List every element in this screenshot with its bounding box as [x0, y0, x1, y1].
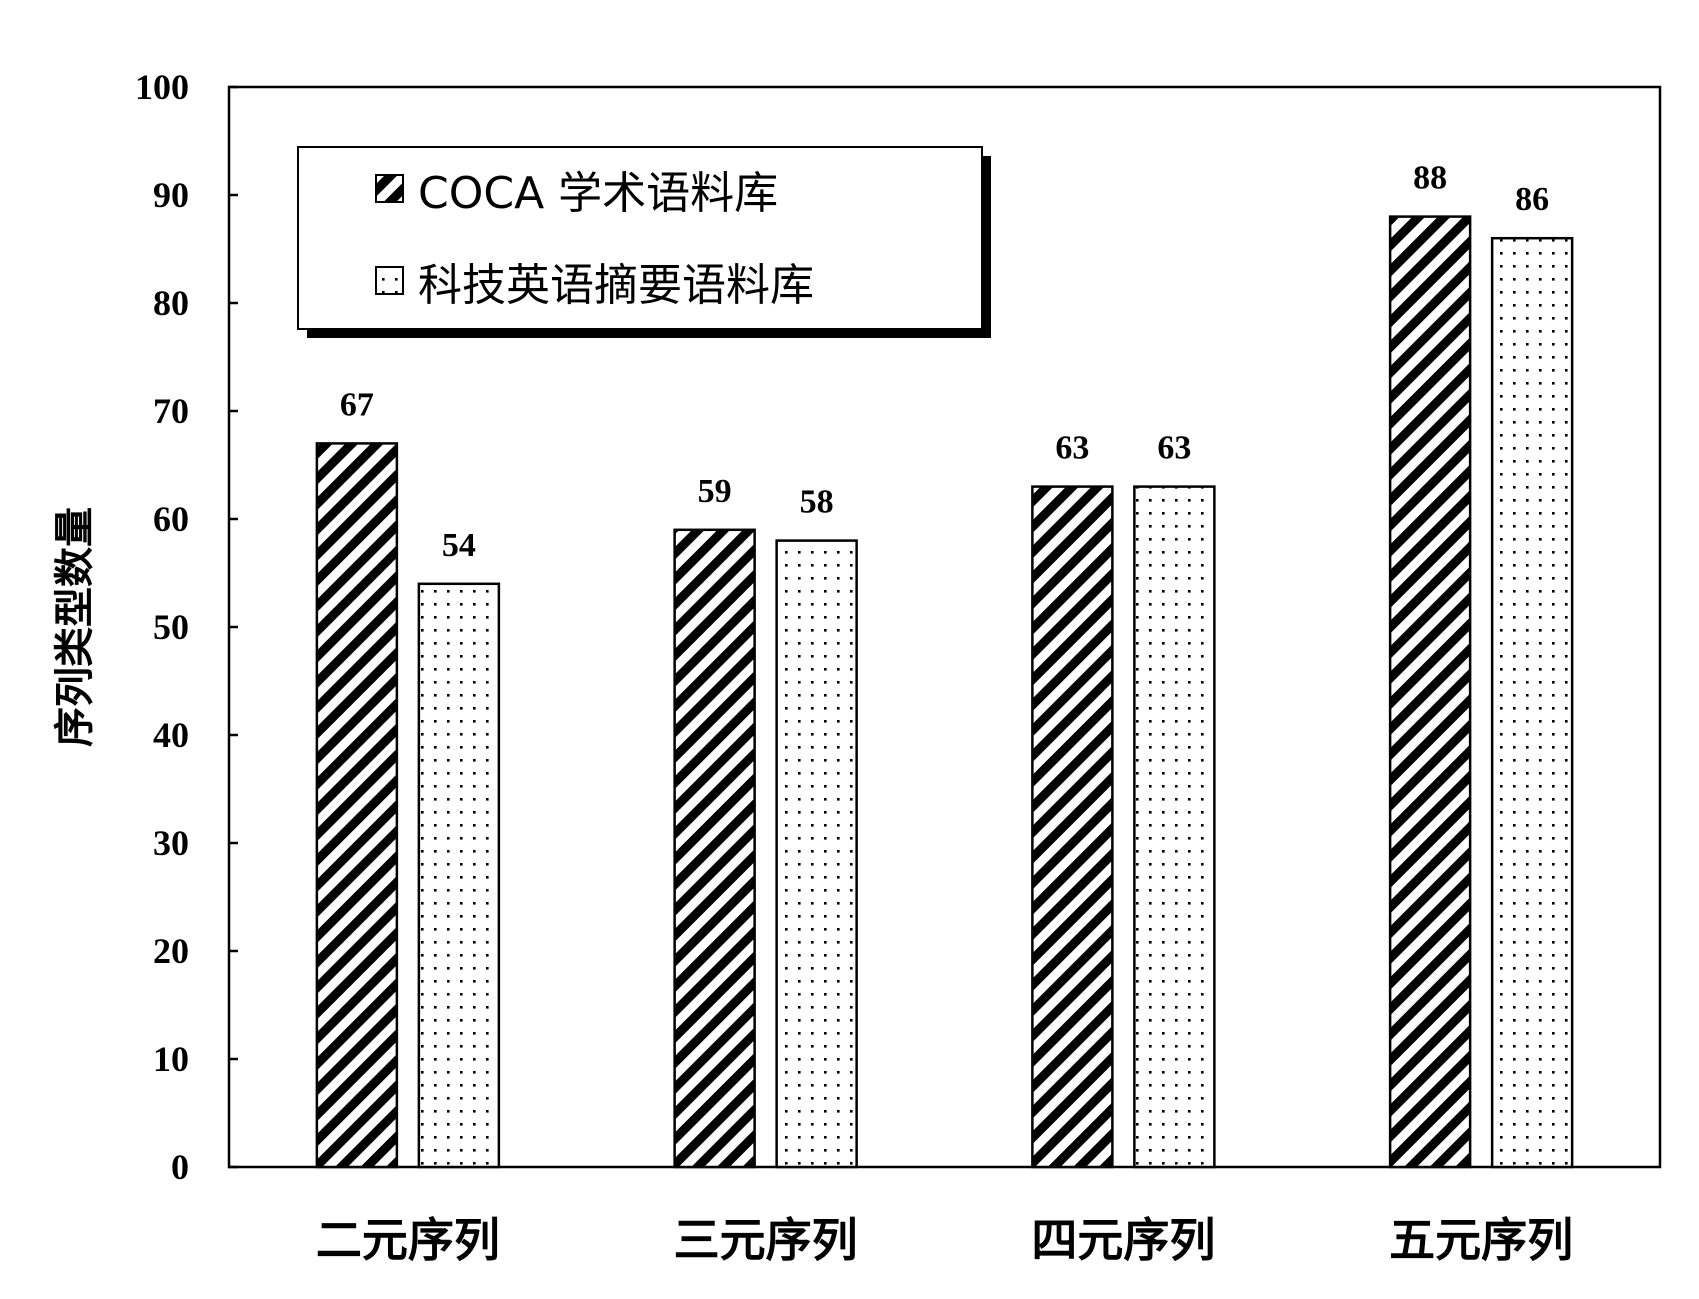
bar-series-1-cat-0	[417, 582, 501, 1169]
x-category-label: 三元序列	[674, 1213, 858, 1267]
bar-series-0-cat-3	[1388, 215, 1472, 1169]
legend-label-coca: COCA 学术语料库	[418, 168, 778, 219]
bar-series-1-cat-1	[775, 539, 858, 1169]
bars	[315, 215, 1574, 1169]
data-label: 63	[1055, 430, 1089, 467]
y-tick-label: 60	[153, 499, 189, 539]
y-axis-ticks: 0 10 20 30 40 50 60 70 80 90 100	[135, 67, 238, 1187]
data-label: 54	[442, 527, 476, 564]
x-category-label: 二元序列	[316, 1213, 500, 1267]
x-axis-categories: 二元序列 三元序列 四元序列 五元序列	[316, 1213, 1573, 1267]
x-category-label: 四元序列	[1031, 1213, 1215, 1267]
bar-series-1-cat-2	[1133, 485, 1216, 1169]
legend-swatch-coca	[375, 174, 404, 203]
y-tick-label: 30	[153, 823, 189, 863]
y-tick-label: 0	[171, 1147, 189, 1187]
y-tick-label: 80	[153, 283, 189, 323]
legend: COCA 学术语料库 科技英语摘要语料库	[297, 146, 991, 338]
y-tick-label: 20	[153, 931, 189, 971]
data-label: 59	[698, 473, 732, 510]
data-label: 63	[1157, 430, 1191, 467]
data-label: 58	[800, 484, 834, 521]
bar-series-0-cat-2	[1031, 485, 1114, 1169]
y-tick-label: 90	[153, 175, 189, 215]
y-tick-label: 10	[153, 1039, 189, 1079]
bar-series-0-cat-0	[315, 442, 399, 1169]
y-tick-label: 40	[153, 715, 189, 755]
legend-swatch-stea	[375, 266, 404, 295]
data-label: 86	[1515, 181, 1549, 218]
data-label: 67	[340, 386, 374, 423]
bar-series-0-cat-1	[673, 528, 756, 1169]
legend-label-stea: 科技英语摘要语料库	[418, 260, 814, 311]
y-axis-label: 序列类型数量	[52, 507, 98, 747]
y-tick-label: 50	[153, 607, 189, 647]
x-category-label: 五元序列	[1389, 1213, 1573, 1267]
data-label: 88	[1413, 160, 1447, 197]
y-tick-label: 100	[135, 67, 189, 107]
bar-series-1-cat-3	[1490, 236, 1574, 1169]
data-labels: 67 54 59 58 63 63 88 86	[340, 160, 1549, 564]
y-tick-label: 70	[153, 391, 189, 431]
